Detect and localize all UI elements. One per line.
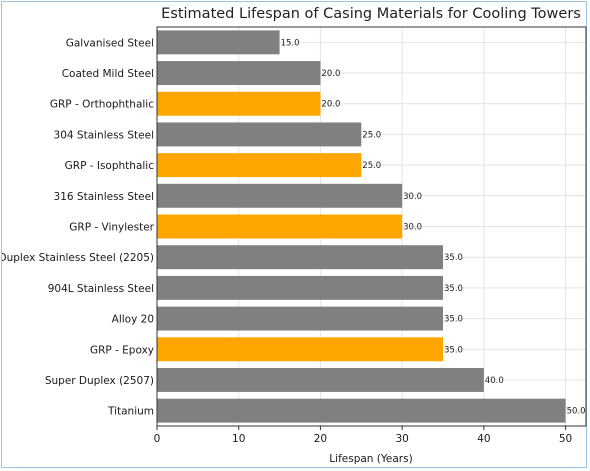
category-label: GRP - Vinylester <box>69 222 154 234</box>
bar-value-label: 50.0 <box>567 407 586 417</box>
bar-value-label: 35.0 <box>444 284 463 294</box>
category-labels: Galvanised Steel Coated Mild Steel GRP - O… <box>2 37 155 417</box>
bar-value-label: 30.0 <box>403 192 422 202</box>
x-tick-label: 20 <box>314 433 327 445</box>
bar-value-label: 25.0 <box>362 161 381 171</box>
bar <box>157 337 443 362</box>
category-label: 304 Stainless Steel <box>54 129 154 141</box>
bar-value-label: 35.0 <box>444 253 463 263</box>
category-label: 316 Stainless Steel <box>54 191 154 203</box>
bar <box>157 61 321 86</box>
bar <box>157 306 443 331</box>
bar-value-label: 30.0 <box>403 223 422 233</box>
category-label: Galvanised Steel <box>66 37 154 49</box>
bar <box>157 91 321 116</box>
x-tick-label: 10 <box>232 433 245 445</box>
bar <box>157 214 403 239</box>
category-label: 904L Stainless Steel <box>48 283 154 295</box>
bar-value-label: 35.0 <box>444 315 463 325</box>
category-label: GRP - Epoxy <box>90 344 154 356</box>
category-label: Coated Mild Steel <box>62 68 154 80</box>
category-label: Titanium <box>107 406 154 418</box>
bar <box>157 122 362 147</box>
category-label: Super Duplex (2507) <box>45 375 154 387</box>
bar <box>157 398 566 423</box>
bar <box>157 30 280 55</box>
bar <box>157 275 443 300</box>
plot-area-border <box>156 26 587 427</box>
category-label: Duplex Stainless Steel (2205) <box>2 252 154 264</box>
bar-value-label: 35.0 <box>444 345 463 355</box>
x-axis-label: Lifespan (Years) <box>329 453 412 465</box>
x-tick-label: 0 <box>154 433 161 445</box>
x-tick-label: 40 <box>477 433 490 445</box>
bar-value-label: 20.0 <box>321 100 340 110</box>
x-tick-label: 50 <box>559 433 572 445</box>
bar <box>157 245 443 270</box>
bars: 15.0 20.0 20.0 25.0 25.0 30.0 30.0 35.0 35.0 35.0… <box>157 30 586 423</box>
category-label: Alloy 20 <box>112 314 154 326</box>
x-tick-label: 30 <box>395 433 408 445</box>
bar-value-label: 20.0 <box>321 69 340 79</box>
category-label: GRP - Isophthalic <box>65 160 155 172</box>
category-label: GRP - Orthophthalic <box>50 99 154 111</box>
x-axis-ticks: 0 10 20 30 40 50 <box>154 426 572 445</box>
chart-title: Estimated Lifespan of Casing Materials f… <box>161 6 581 22</box>
bar <box>157 367 484 392</box>
bar-value-label: 40.0 <box>485 376 504 386</box>
bar-value-label: 25.0 <box>362 130 381 140</box>
bar <box>157 153 362 178</box>
bar <box>157 183 403 208</box>
bar-value-label: 15.0 <box>281 38 300 48</box>
